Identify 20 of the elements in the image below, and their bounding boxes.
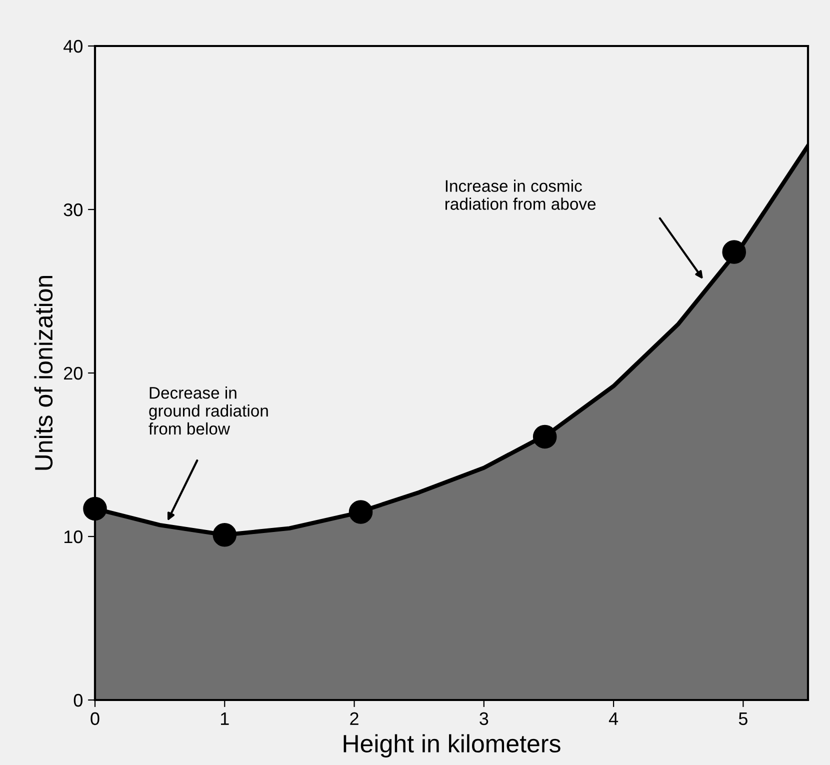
y-tick-label: 10 (64, 530, 82, 544)
y-tick-label: 40 (64, 40, 82, 53)
y-tick-label: 30 (64, 203, 82, 216)
point (348, 500, 373, 524)
x-tick-label: 3 (480, 712, 488, 726)
x-tick-label: 0 (90, 712, 100, 726)
point (532, 424, 557, 449)
x-tick-label: 5 (738, 712, 748, 726)
point (722, 240, 746, 264)
y-tick-label: 0 (74, 694, 82, 707)
x-axis-title: Height in kilometers (344, 734, 560, 758)
annotation: Increase in cosmic radiation from above (445, 180, 596, 210)
x-tick-label: 4 (608, 712, 618, 725)
annotation: Decrease in ground radiation from below (148, 386, 268, 435)
y-tick-label: 20 (64, 366, 82, 380)
x-tick-label: 1 (220, 712, 229, 725)
point (83, 496, 107, 521)
y-axis-title: Units of ionization (34, 276, 53, 470)
point (212, 522, 237, 547)
x-tick-label: 2 (350, 712, 358, 725)
